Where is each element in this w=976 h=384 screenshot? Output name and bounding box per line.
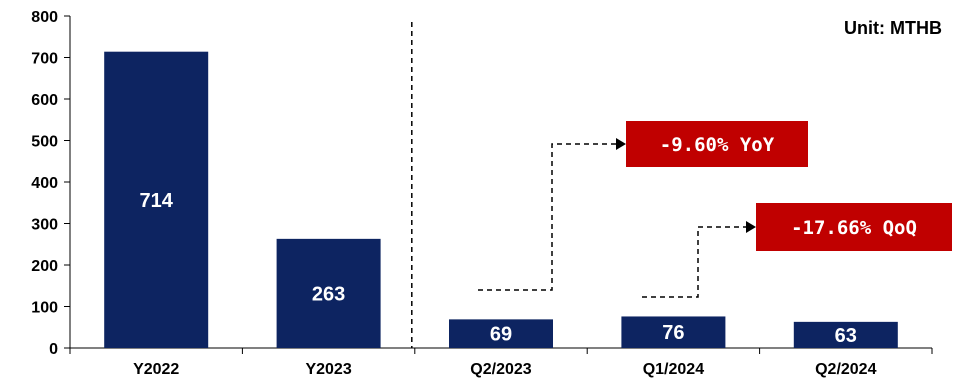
x-tick-label: Q2/2023 <box>470 361 531 378</box>
bar <box>449 319 553 348</box>
bar <box>621 316 726 348</box>
bar <box>793 321 898 348</box>
arrowhead <box>746 221 756 233</box>
annotation-connector <box>642 226 748 298</box>
bar <box>276 238 381 348</box>
annotation-text: -9.60% YoY <box>660 134 775 156</box>
arrowhead <box>616 138 626 150</box>
y-tick-label: 0 <box>49 341 58 358</box>
data-label: 714 <box>140 190 174 212</box>
annotation-box <box>626 121 808 167</box>
y-tick-label: 100 <box>31 300 58 317</box>
data-label: 63 <box>835 325 857 347</box>
y-tick-label: 500 <box>31 134 58 151</box>
unit-label: Unit: MTHB <box>844 18 942 38</box>
annotation-connector <box>478 143 618 291</box>
x-tick-label: Q1/2024 <box>643 361 704 378</box>
data-label: 69 <box>490 324 512 346</box>
y-tick-label: 400 <box>31 175 58 192</box>
data-label: 263 <box>312 283 345 305</box>
annotation-text: -17.66% QoQ <box>791 217 917 239</box>
y-tick-label: 200 <box>31 258 58 275</box>
axes: 0 100 200 300 400 500 600 700 800 <box>31 9 933 358</box>
bars: 714 Y2022 263 Y2023 69 Q2/2023 76 Q1/2024 63 Q2/2… <box>104 51 898 378</box>
bar <box>104 51 209 348</box>
annotations: -9.60% YoY -17.66% QoQ <box>478 121 952 298</box>
x-tick-label: Y2022 <box>133 361 179 378</box>
y-tick-label: 600 <box>31 92 58 109</box>
y-tick-label: 700 <box>31 51 58 68</box>
x-tick-label: Y2023 <box>305 361 351 378</box>
y-tick-label: 800 <box>31 9 58 26</box>
x-tick-label: Q2/2024 <box>815 361 876 378</box>
annotation-box <box>756 203 952 251</box>
y-tick-label: 300 <box>31 217 58 234</box>
data-label: 76 <box>662 322 684 344</box>
